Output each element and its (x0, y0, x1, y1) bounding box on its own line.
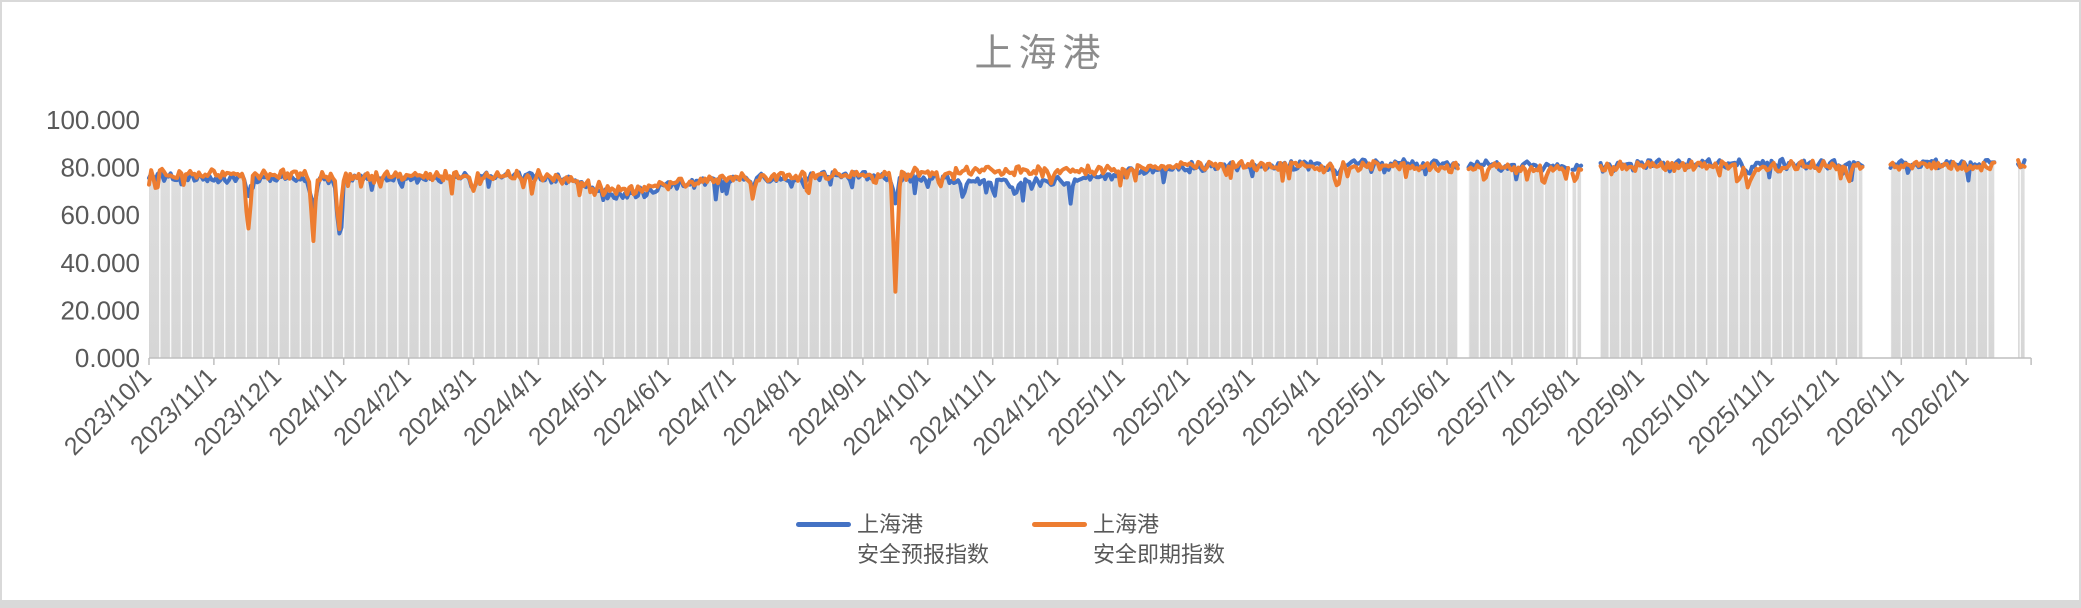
series-line-spot[interactable] (147, 158, 2027, 294)
chart-title: 上海港 (974, 33, 1107, 75)
legend-label-spot-index: 上海港 安全即期指数 (1093, 510, 1225, 570)
legend-label-line2: 安全预报指数 (856, 542, 989, 567)
y-axis-tick-label: 20.000 (60, 295, 140, 325)
chart-legend: 上海港 安全预报指数 上海港 安全即期指数 (2, 510, 2019, 570)
bottom-edge-strip (2, 600, 2079, 608)
legend-line-swatch-blue (795, 522, 851, 527)
legend-label-forecast-index: 上海港 安全预报指数 (857, 510, 989, 570)
legend-label-line2: 安全即期指数 (1093, 542, 1226, 567)
y-axis-tick-label: 0.000 (75, 343, 140, 373)
x-axis-ticks (148, 358, 2032, 365)
y-axis-labels: 0.000 20.000 40.000 60.000 80.000 100.000 (46, 105, 140, 373)
x-axis-labels: 2023/10/12023/11/12023/12/12024/1/12024/… (59, 362, 1975, 460)
legend-line-swatch-orange (1032, 522, 1087, 527)
legend-label-line1: 上海港 (856, 512, 923, 537)
legend-item-forecast-index[interactable]: 上海港 安全预报指数 (795, 510, 989, 570)
legend-label-line1: 上海港 (1093, 512, 1160, 537)
legend-item-spot-index[interactable]: 上海港 安全即期指数 (1032, 510, 1225, 570)
y-axis-tick-label: 80.000 (60, 153, 140, 183)
y-axis-tick-label: 40.000 (60, 248, 140, 278)
y-axis-tick-label: 100.000 (46, 105, 140, 135)
y-axis-tick-label: 60.000 (60, 200, 140, 230)
